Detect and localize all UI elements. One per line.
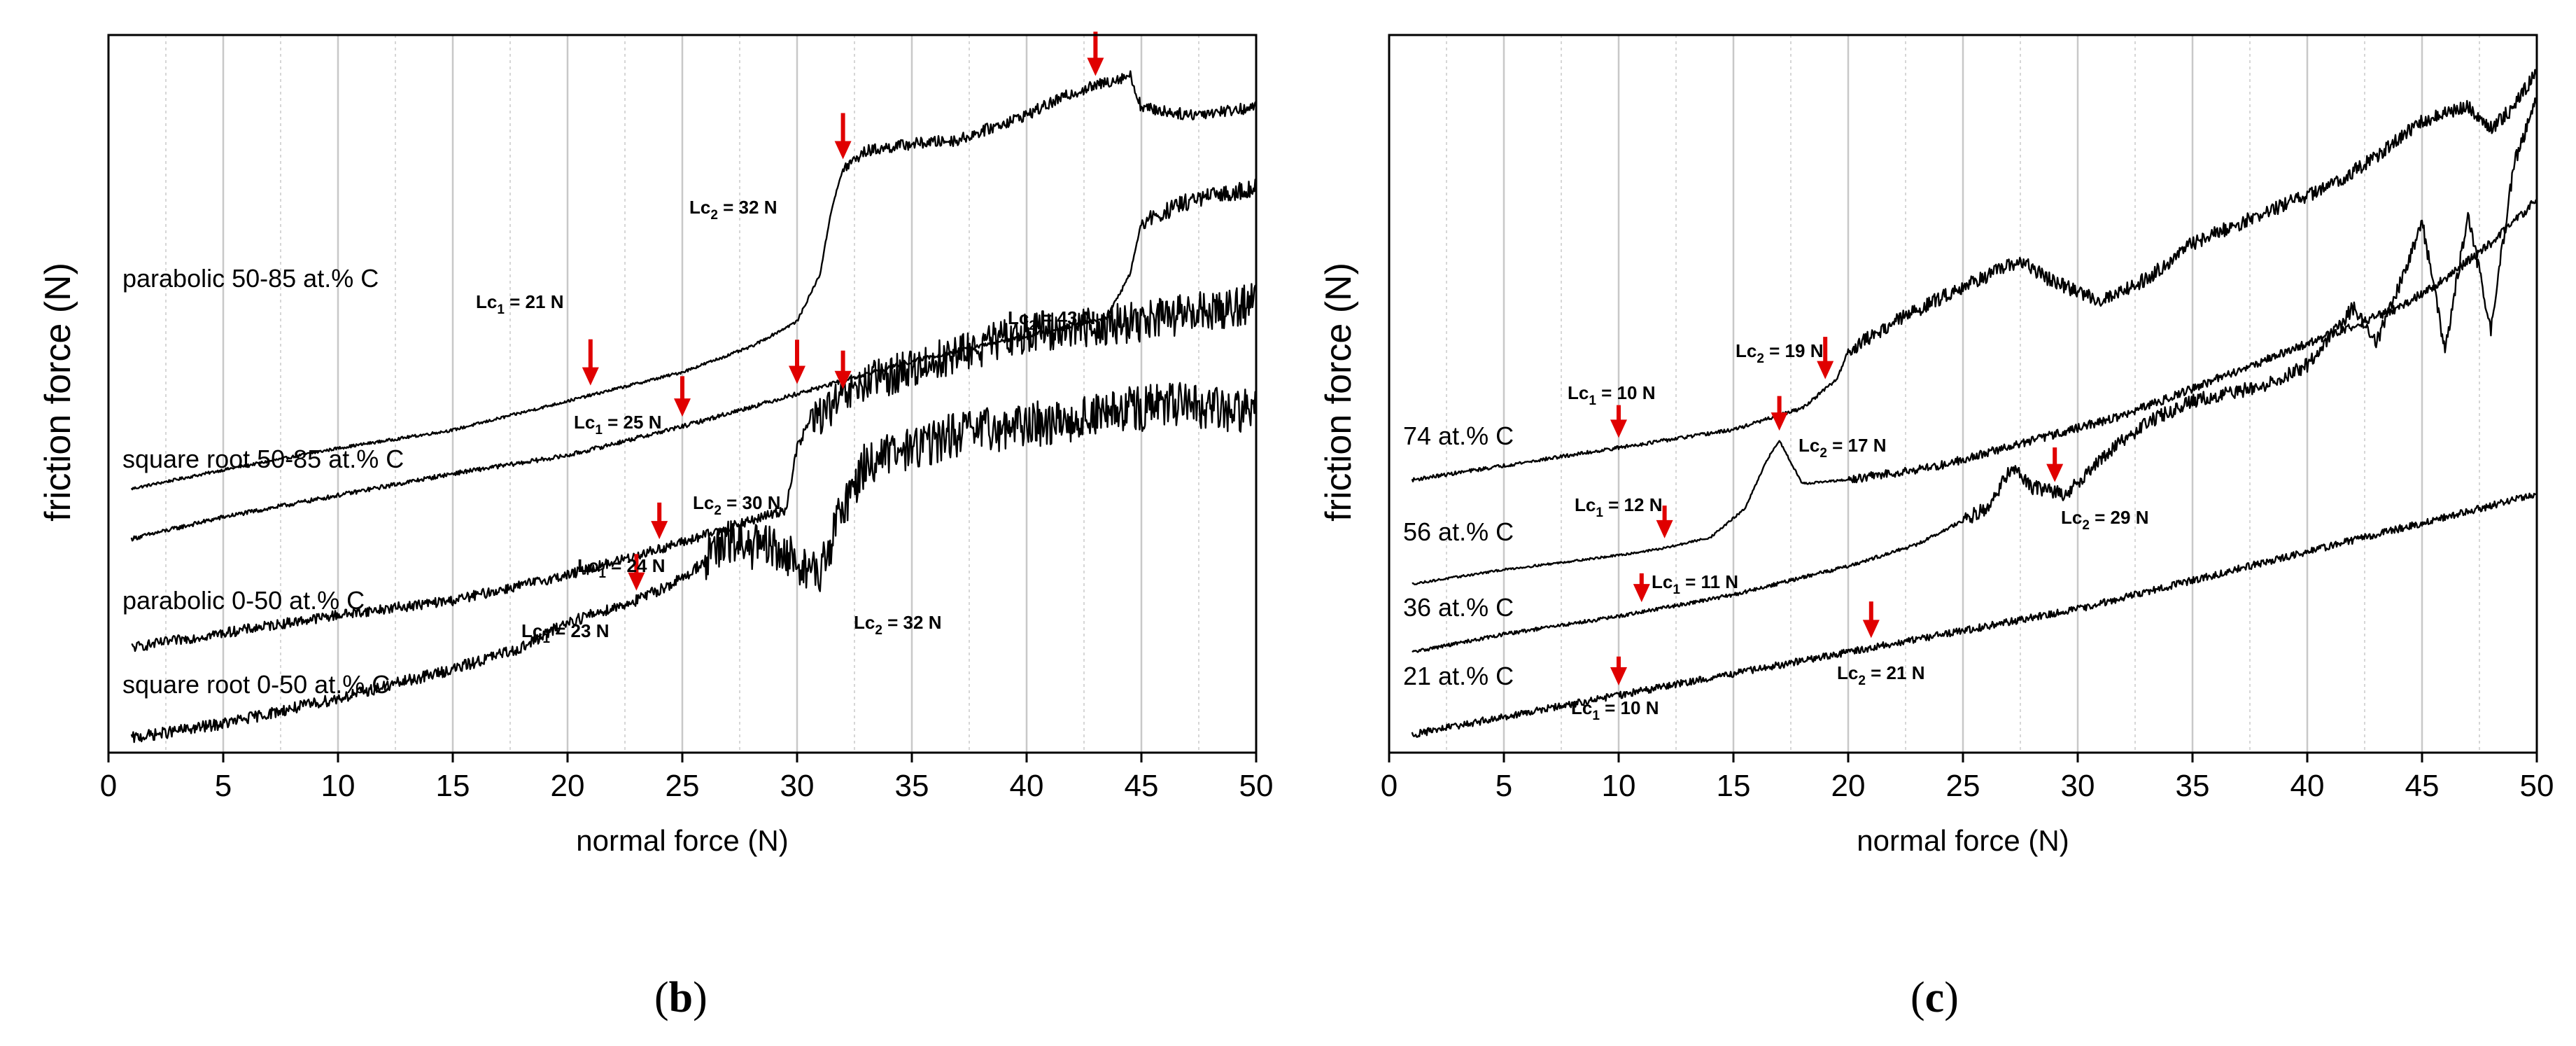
x-tick-label-b: 10 (321, 769, 356, 803)
y-axis-label-b: friction force (N) (38, 263, 78, 522)
x-tick-label-c: 30 (2061, 769, 2095, 803)
x-tick-label-c: 20 (1831, 769, 1866, 803)
x-tick-label-c: 50 (2520, 769, 2554, 803)
critical-load-arrowhead-b (582, 367, 599, 386)
series-line-b-2 (131, 283, 1258, 653)
critical-load-arrowhead-b (628, 572, 645, 591)
x-tick-label-b: 50 (1239, 769, 1274, 803)
x-tick-label-b: 30 (780, 769, 815, 803)
critical-load-arrowhead-c (1656, 519, 1673, 538)
series-label-36: 36 at.% C (1403, 593, 1514, 622)
critical-load-arrowhead-b (1087, 57, 1104, 76)
critical-load-arrowhead-c (1610, 419, 1627, 438)
series-line-c-1 (1412, 199, 2538, 585)
annotation-b-lc2-32-lower: Lc2 = 32 N (854, 612, 941, 638)
panel-b: 0 5 10 15 20 25 30 35 40 45 50 normal force (N) fr… (38, 32, 1273, 1021)
critical-load-arrowhead-c (1817, 361, 1834, 379)
critical-load-arrowhead-c (1633, 584, 1650, 603)
annotation-b-lc1-21: Lc1 = 21 N (476, 291, 563, 317)
critical-load-arrowhead-c (1862, 620, 1880, 639)
critical-load-arrowhead-c (2046, 463, 2064, 482)
y-axis-label-c: friction force (N) (1318, 263, 1359, 522)
series-b (130, 70, 1258, 744)
x-tick-label-c: 5 (1495, 769, 1512, 803)
annotation-c-lc1-10-bottom: Lc1 = 10 N (1571, 697, 1659, 723)
x-tick-label-c: 35 (2176, 769, 2210, 803)
x-tick-label-c: 40 (2290, 769, 2325, 803)
annotation-c-lc2-29: Lc2 = 29 N (2061, 507, 2148, 533)
critical-load-arrowhead-b (651, 521, 668, 540)
annotation-c-lc1-12: Lc1 = 12 N (1575, 494, 1662, 520)
x-tick-label-c: 25 (1946, 769, 1980, 803)
critical-load-arrowhead-b (789, 365, 805, 384)
ticks-c: 0 5 10 15 20 25 30 35 40 45 50 (1381, 753, 2554, 803)
series-line-b-0 (130, 70, 1257, 491)
series-line-c-0 (1411, 69, 2538, 482)
annotation-c-lc2-21: Lc2 = 21 N (1837, 662, 1924, 688)
x-tick-label-b: 15 (436, 769, 470, 803)
series-label-square-root-50-85: square root 50-85 at.% C (122, 445, 404, 473)
series-label-parabolic-0-50: parabolic 0-50 at.% C (122, 586, 365, 615)
x-tick-label-c: 0 (1381, 769, 1398, 803)
series-line-c-3 (1411, 492, 2537, 738)
x-tick-label-b: 35 (895, 769, 929, 803)
annotation-c-lc1-10-top: Lc1 = 10 N (1568, 382, 1655, 408)
series-label-74: 74 at.% C (1403, 421, 1514, 450)
x-tick-label-b: 0 (100, 769, 117, 803)
ticks-b: 0 5 10 15 20 25 30 35 40 45 50 (100, 753, 1274, 803)
x-tick-label-b: 25 (666, 769, 700, 803)
series-label-56: 56 at.% C (1403, 517, 1514, 546)
annotation-b-lc1-23: Lc1 = 23 N (521, 620, 609, 646)
annotation-b-lc2-30: Lc2 = 30 N (693, 492, 780, 518)
critical-load-arrowhead-c (1610, 667, 1627, 685)
annotation-c-lc2-19: Lc2 = 19 N (1736, 340, 1823, 366)
critical-load-arrowhead-b (674, 398, 691, 417)
series-label-parabolic-50-85: parabolic 50-85 at.% C (122, 264, 379, 293)
critical-load-arrowhead-b (834, 141, 852, 160)
annotation-b-lc2-32: Lc2 = 32 N (689, 197, 777, 223)
x-tick-label-c: 15 (1717, 769, 1751, 803)
annotation-b-lc1-24: Lc1 = 24 N (577, 555, 665, 581)
critical-load-arrowhead-b (834, 370, 852, 389)
series-label-21: 21 at.% C (1403, 662, 1514, 690)
panel-letter-c: (c) (1910, 974, 1959, 1021)
x-tick-label-b: 5 (215, 769, 232, 803)
series-label-square-root-0-50: square root 0-50 at.% C (122, 670, 390, 699)
x-axis-label-b: normal force (N) (576, 824, 788, 857)
series-line-b-3 (130, 382, 1258, 744)
series-c (1411, 69, 2538, 738)
panel-letter-b: (b) (654, 974, 708, 1021)
annotation-b-lc2-43: Lc2 = 43 N (1008, 307, 1095, 333)
critical-load-arrowhead-c (1771, 412, 1788, 431)
annotation-b-lc1-25: Lc1 = 25 N (574, 412, 661, 438)
arrows-b (582, 32, 1104, 591)
x-tick-label-c: 10 (1602, 769, 1636, 803)
series-line-c-2 (1412, 97, 2538, 653)
x-axis-label-c: normal force (N) (1857, 824, 2069, 857)
x-tick-label-c: 45 (2405, 769, 2440, 803)
x-tick-label-b: 45 (1125, 769, 1159, 803)
panel-c: 0 5 10 15 20 25 30 35 40 45 50 normal force (N) fr… (1318, 34, 2554, 1021)
annotation-c-lc1-11: Lc1 = 11 N (1652, 571, 1738, 597)
arrows-c (1610, 337, 2064, 685)
x-tick-label-b: 20 (551, 769, 585, 803)
x-tick-label-b: 40 (1010, 769, 1044, 803)
annotation-c-lc2-17: Lc2 = 17 N (1799, 435, 1886, 461)
series-line-b-1 (130, 179, 1258, 542)
